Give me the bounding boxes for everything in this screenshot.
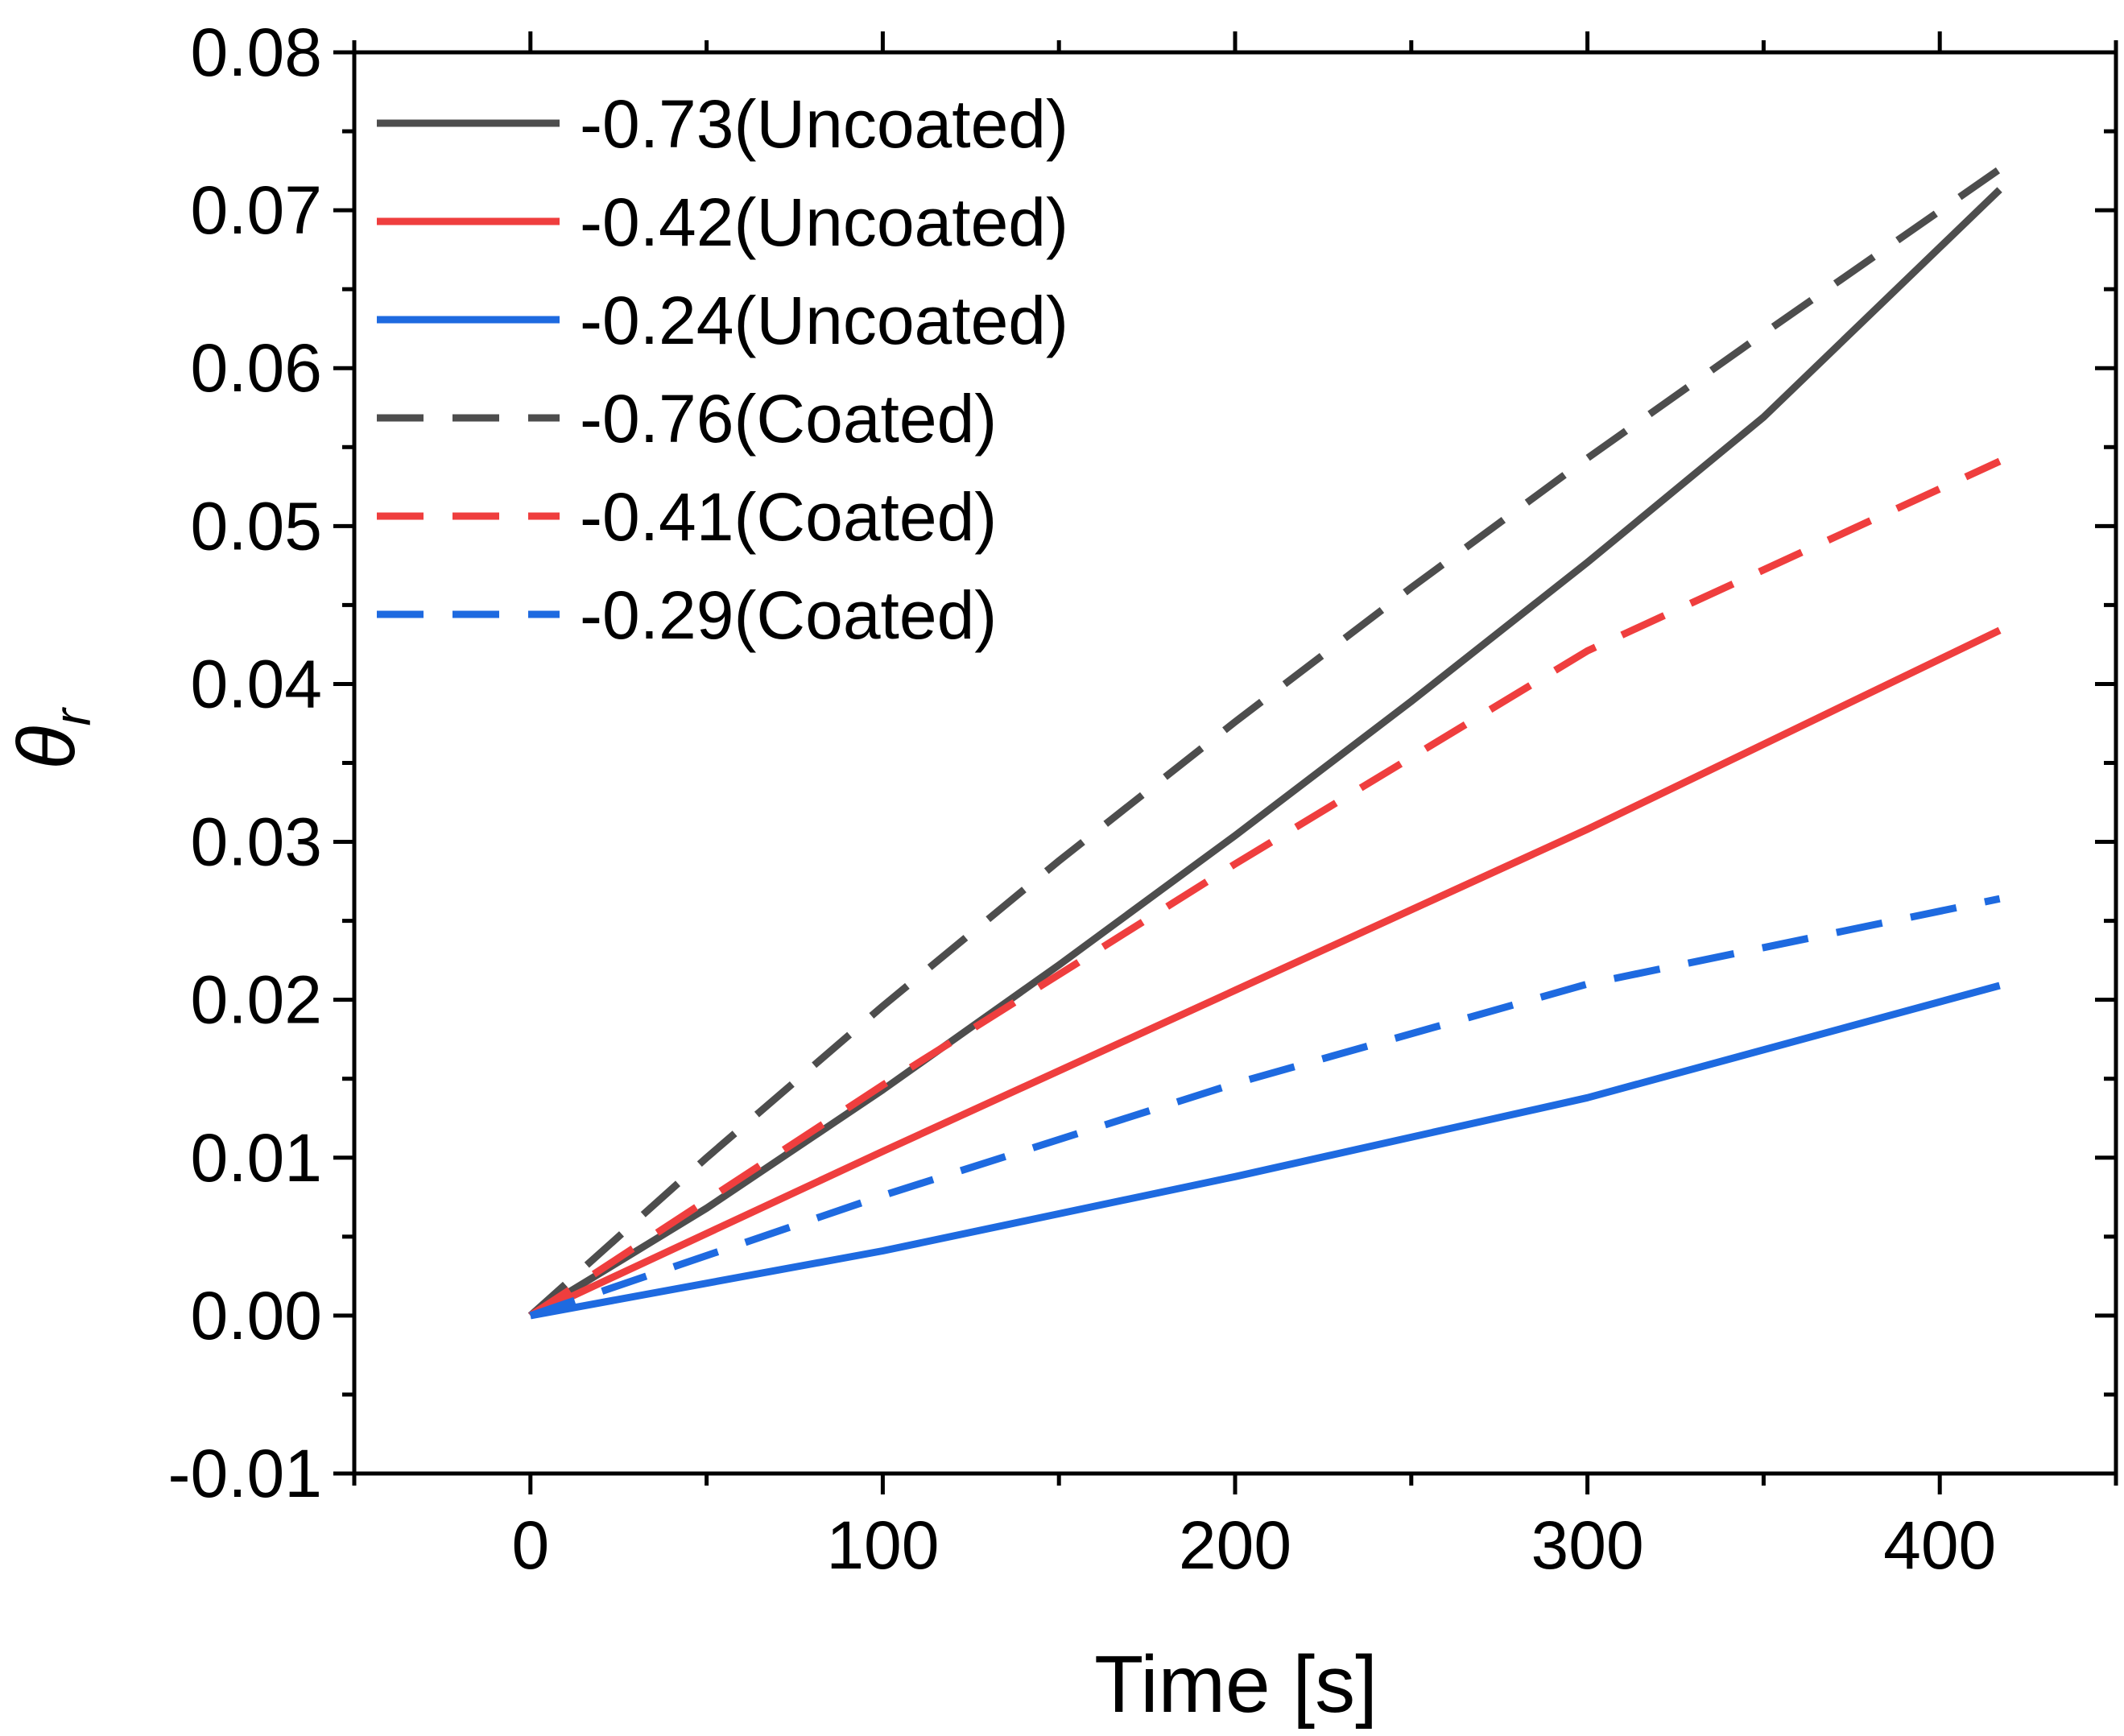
legend: -0.73(Uncoated) -0.42(Uncoated) -0.24(Unco… (377, 86, 1068, 653)
legend-label-4: -0.76(Coated) (580, 381, 997, 457)
legend-label-6: -0.29(Coated) (580, 577, 997, 653)
x-axis-title: Time [s] (1094, 1639, 1378, 1730)
x-tick-label: 200 (1179, 1507, 1291, 1583)
series-line-2 (528, 626, 2002, 1319)
y-tick-label: 0.03 (191, 804, 323, 880)
y-tick-label: 0.04 (191, 646, 323, 721)
series-layer (527, 166, 2002, 1320)
x-tick-label: 0 (511, 1507, 549, 1583)
series-line-6 (529, 895, 2001, 1320)
y-tick-label: 0.05 (191, 488, 323, 564)
y-tick-label: 0.02 (191, 962, 323, 1038)
y-axis-title: θr (2, 707, 101, 770)
y-tick-label: 0.01 (191, 1120, 323, 1196)
y-tick-label: -0.01 (168, 1436, 322, 1511)
x-tick-label: 100 (826, 1507, 939, 1583)
legend-label-2: -0.42(Uncoated) (580, 184, 1068, 260)
y-tick-label: 0.00 (191, 1278, 323, 1354)
y-tick-label: 0.08 (191, 14, 323, 90)
y-axis-symbol: θ (2, 726, 92, 770)
x-tick-label: 400 (1883, 1507, 1996, 1583)
series-line-3 (529, 982, 2001, 1320)
series-line-5 (528, 457, 2002, 1319)
y-tick-label: 0.07 (191, 172, 323, 248)
axis-ticks: 0 100 200 300 400 -0.01 0.00 0.01 0.02 0.03 0.04 0.… (168, 14, 2118, 1583)
legend-label-5: -0.41(Coated) (580, 479, 997, 555)
svg-text:θr: θr (2, 707, 101, 770)
legend-label-3: -0.24(Uncoated) (580, 283, 1068, 358)
y-axis-subscript: r (43, 707, 101, 726)
y-tick-label: 0.06 (191, 330, 323, 406)
series-line-1 (528, 187, 2002, 1319)
legend-label-1: -0.73(Uncoated) (580, 86, 1068, 162)
x-tick-label: 300 (1531, 1507, 1644, 1583)
series-line-4 (527, 166, 2002, 1319)
